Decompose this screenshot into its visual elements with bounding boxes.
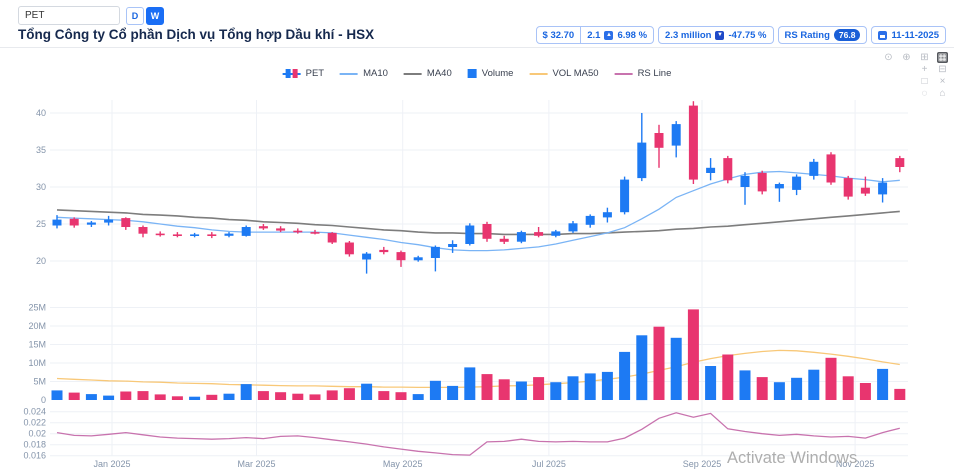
stock-chart[interactable]: Jan 2025 Mar 2025 May 2025 Jul 2025 Sep 2025…: [0, 48, 954, 476]
volume-badge: 2.3 million ▼ -47.75 %: [658, 26, 774, 44]
svg-text:25M: 25M: [28, 303, 46, 313]
badge-divider: [580, 27, 582, 43]
svg-text:0.02: 0.02: [28, 429, 46, 439]
svg-text:Nov 2025: Nov 2025: [836, 459, 875, 469]
chart-legend: PET MA10 MA40 Volume VOL MA50 RS Line: [282, 68, 672, 79]
volume-value: 2.3 million: [665, 29, 712, 41]
chart-area: Jan 2025 Mar 2025 May 2025 Jul 2025 Sep 2025…: [0, 48, 954, 476]
close-icon[interactable]: ×: [939, 76, 946, 87]
symbol-input[interactable]: [18, 6, 120, 25]
home-icon[interactable]: ⌂: [939, 88, 946, 99]
legend-item-ma10[interactable]: MA10: [340, 68, 388, 79]
chart-date: 11-11-2025: [891, 29, 939, 41]
legend-item-ma40[interactable]: MA40: [403, 68, 452, 79]
legend-label: MA40: [426, 68, 452, 79]
zoom-out-icon[interactable]: ⊟: [938, 64, 947, 75]
legend-item-volume[interactable]: Volume: [467, 68, 514, 79]
period-daily-button[interactable]: D: [126, 6, 144, 25]
svg-text:40: 40: [36, 108, 46, 118]
up-arrow-icon: ▲: [604, 30, 614, 40]
legend-label: MA10: [363, 68, 388, 79]
ma40-line-icon: [403, 72, 422, 75]
svg-text:Sep 2025: Sep 2025: [683, 459, 722, 469]
svg-text:35: 35: [36, 145, 46, 155]
rs-line-icon: [614, 72, 633, 75]
calendar-icon: [878, 30, 888, 40]
date-badge[interactable]: 11-11-2025: [871, 26, 946, 44]
page-title: Tổng Công ty Cổ phần Dịch vụ Tổng hợp Dầ…: [18, 27, 375, 42]
box-select-icon[interactable]: □: [921, 76, 928, 87]
zoom-in-icon[interactable]: ⊕: [902, 52, 911, 63]
symbol-toolbar: D W: [18, 6, 164, 25]
box-zoom-icon[interactable]: ⊞: [920, 52, 929, 63]
svg-text:5M: 5M: [33, 377, 46, 387]
pan-icon[interactable]: +: [921, 64, 928, 75]
svg-text:0.016: 0.016: [23, 451, 46, 461]
price-change-badge: $ 32.70 2.1 ▲ 6.98 %: [535, 26, 655, 44]
volume-change-pct: -47.75 %: [728, 29, 767, 41]
svg-text:Jan 2025: Jan 2025: [93, 459, 130, 469]
legend-label: Volume: [481, 68, 514, 79]
svg-text:25: 25: [36, 219, 46, 229]
svg-text:20: 20: [36, 256, 46, 266]
legend-label: PET: [305, 68, 325, 79]
chart-modebar: ⊙ ⊕ ⊞ ▦ + ⊟ □ × ◌ ⌂: [883, 52, 948, 99]
camera-icon[interactable]: ⊙: [884, 52, 893, 63]
rs-rating-value: 76.8: [833, 29, 861, 41]
svg-text:Jul 2025: Jul 2025: [532, 459, 566, 469]
rs-rating-label: RS Rating: [784, 29, 830, 41]
vol-ma50-line-icon: [529, 72, 548, 75]
svg-text:0.022: 0.022: [23, 418, 46, 428]
header-divider: [0, 47, 954, 48]
svg-text:15M: 15M: [28, 340, 46, 350]
legend-item-vol-ma50[interactable]: VOL MA50: [529, 68, 599, 79]
svg-text:Mar 2025: Mar 2025: [237, 459, 275, 469]
last-price: $ 32.70: [542, 29, 575, 41]
period-weekly-button[interactable]: W: [146, 6, 164, 25]
candlestick-swatch-icon: [282, 68, 301, 79]
svg-text:0: 0: [41, 395, 46, 405]
volume-square-icon: [467, 69, 477, 78]
svg-text:20M: 20M: [28, 321, 46, 331]
legend-item-pet[interactable]: PET: [282, 68, 325, 79]
price-change-pct: 6.98 %: [617, 29, 648, 41]
lasso-icon[interactable]: ◌: [921, 88, 928, 99]
svg-text:10M: 10M: [28, 358, 46, 368]
legend-label: RS Line: [637, 68, 672, 79]
rs-rating-badge: RS Rating 76.8: [777, 26, 868, 44]
quote-badges: $ 32.70 2.1 ▲ 6.98 % 2.3 million ▼ -47.7…: [535, 26, 946, 44]
svg-text:0.024: 0.024: [23, 407, 46, 417]
legend-item-rs-line[interactable]: RS Line: [614, 68, 672, 79]
legend-label: VOL MA50: [552, 68, 599, 79]
down-arrow-icon: ▼: [715, 30, 725, 40]
chart-mode-active-icon[interactable]: ▦: [937, 52, 948, 63]
activate-windows-watermark: Activate Windows: [727, 449, 858, 467]
svg-text:0.018: 0.018: [23, 440, 46, 450]
svg-text:30: 30: [36, 182, 46, 192]
price-change: 2.1: [587, 29, 601, 41]
ma10-line-icon: [340, 72, 359, 75]
svg-text:May 2025: May 2025: [383, 459, 423, 469]
